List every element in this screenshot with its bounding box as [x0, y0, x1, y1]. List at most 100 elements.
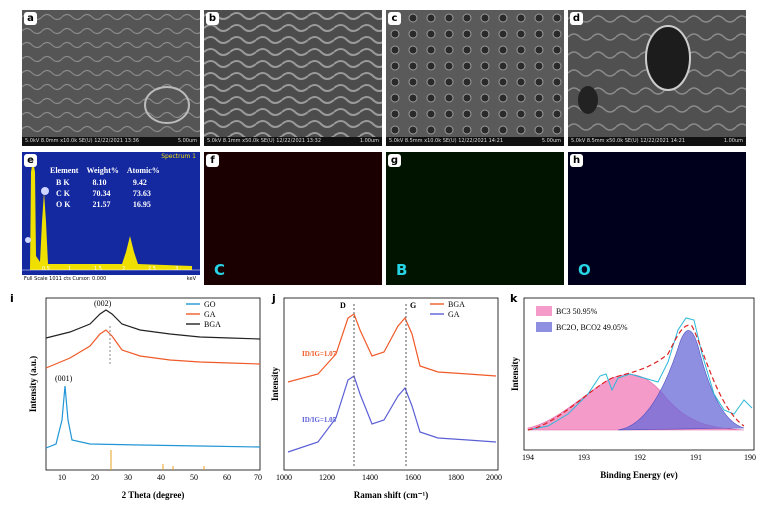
- tick-label: 3: [175, 266, 179, 272]
- panel-letter-d: d: [570, 12, 583, 25]
- sem-panel-a: a 5.0kV 8.0mm x10.0k SE(U) 12/22/2021 13…: [22, 10, 200, 146]
- legend-ga: GA: [448, 310, 460, 319]
- tick-label: 1000: [276, 473, 292, 482]
- panel-letter-h: h: [570, 154, 583, 167]
- tick-label: 1: [68, 266, 72, 272]
- sem-panel-d: d 5.0kV 8.5mm x50.0k SE(U) 12/22/2021 14…: [568, 10, 746, 146]
- series-line-bga: [287, 313, 497, 383]
- table-row: C K 70.34 73.63: [50, 189, 160, 200]
- sem-texture: [22, 10, 200, 137]
- xps-chart: BC3 50.95% BC2O, BCO2 49.05% 194 193 192…: [510, 297, 756, 480]
- series-line-ga: [45, 329, 261, 369]
- legend-bga: BGA: [204, 320, 221, 329]
- x-ticks: 194 193 192 191 190: [522, 453, 756, 462]
- panel-letter-f: f: [206, 154, 219, 167]
- tick-label: 192: [634, 453, 646, 462]
- tick-label: 0.5: [42, 266, 50, 272]
- tick-label: 60: [223, 473, 231, 482]
- y-axis-label: Intensity: [510, 357, 520, 392]
- tick-label: 194: [522, 453, 534, 462]
- table-header: Element: [50, 166, 79, 175]
- panel-letter-a: a: [24, 12, 37, 25]
- legend: BC3 50.95% BC2O, BCO2 49.05%: [536, 306, 628, 332]
- table-cell: 73.63: [132, 189, 151, 198]
- map-panel-g: g B: [386, 152, 564, 285]
- eds-footer-right: keV: [186, 276, 196, 282]
- legend: GO GA BGA: [186, 300, 221, 329]
- spectrum-label: Spectrum 1: [161, 153, 196, 160]
- series-line-ga: [287, 375, 497, 453]
- fit-curve: [527, 324, 745, 431]
- plot-frame: [523, 297, 755, 451]
- plot-frame: [45, 297, 261, 471]
- tick-label: 191: [690, 453, 702, 462]
- y-axis-label: Intensity (a.u.): [28, 356, 38, 412]
- plot-frame: [283, 297, 499, 471]
- element-label-b: B: [396, 261, 408, 279]
- legend-go: GO: [204, 300, 216, 309]
- tick-label: 70: [254, 473, 262, 482]
- map-panel-f: f C: [204, 152, 382, 285]
- table-row: Element Weight% Atomic%: [50, 166, 160, 178]
- raman-chart: D G ID/IG=1.07 ID/IG=1.05 BGA GA 1000 12…: [270, 297, 502, 500]
- legend-bga: BGA: [448, 300, 465, 309]
- xrd-chart: (002) (001) GO GA BGA 10 20 30 40 50 60 …: [28, 297, 262, 500]
- map-panel-h: h O: [568, 152, 746, 285]
- peak-bc2o: [617, 330, 745, 431]
- sem-info-bar: 5.0kV 8.1mm x50.0k SE(U) 12/22/2021 13:3…: [204, 137, 382, 146]
- panel-letter-i: i: [10, 292, 14, 305]
- table-cell: 8.10: [92, 178, 107, 187]
- series-line-go: [45, 385, 261, 449]
- tick-label: 40: [157, 473, 165, 482]
- table-header: Atomic%: [126, 166, 160, 175]
- tick-label: 193: [578, 453, 590, 462]
- table-cell: 70.34: [92, 189, 111, 198]
- tick-label: 2.5: [148, 266, 156, 272]
- eds-ticks: 0.5 1 1.5 2 2.5 3: [22, 266, 200, 274]
- g-band-label: G: [410, 301, 416, 310]
- sem-info-bar: 5.0kV 8.0mm x10.0k SE(U) 12/22/2021 13:3…: [22, 137, 200, 146]
- sem-info-bar: 5.0kV 8.5mm x50.0k SE(U) 12/22/2021 14:2…: [568, 137, 746, 146]
- table-cell: O K: [56, 200, 71, 209]
- eds-panel-e: e Spectrum 1 Element Weight% Atomic% B K…: [22, 152, 200, 285]
- eds-table: Element Weight% Atomic% B K 8.10 9.42 C …: [50, 166, 160, 211]
- panel-letter-k: k: [510, 292, 518, 305]
- sem-texture: [386, 10, 564, 137]
- panel-letter-c: c: [388, 12, 401, 25]
- table-cell: 21.57: [92, 200, 111, 209]
- legend-bc3: BC3 50.95%: [556, 307, 598, 316]
- tick-label: 1.5: [94, 266, 102, 272]
- series-line-bga: [45, 309, 261, 340]
- tick-label: 30: [124, 473, 132, 482]
- ratio-ga: ID/IG=1.05: [302, 416, 337, 424]
- tick-label: 1200: [319, 473, 335, 482]
- annotation-002: (002): [94, 299, 112, 308]
- x-axis-label: 2 Theta (degree): [122, 490, 185, 500]
- tick-label: 1800: [448, 473, 464, 482]
- y-axis-label: Intensity: [270, 367, 280, 402]
- legend-bc2o: BC2O, BCO2 49.05%: [556, 323, 628, 332]
- d-band-label: D: [340, 301, 346, 310]
- legend: BGA GA: [430, 300, 465, 319]
- tick-label: 20: [91, 473, 99, 482]
- x-axis-label: Binding Energy (ev): [600, 470, 678, 480]
- tick-label: 1400: [362, 473, 378, 482]
- data-curve: [527, 317, 753, 431]
- table-cell: B K: [56, 178, 70, 187]
- annotation-001: (001): [55, 374, 73, 383]
- table-header: Weight%: [86, 166, 119, 175]
- panel-letter-e: e: [24, 154, 37, 167]
- table-row: O K 21.57 16.95: [50, 200, 160, 211]
- tick-label: 50: [190, 473, 198, 482]
- legend-ga: GA: [204, 310, 216, 319]
- tick-label: 10: [58, 473, 66, 482]
- sem-panel-b: b 5.0kV 8.1mm x50.0k SE(U) 12/22/2021 13…: [204, 10, 382, 146]
- tick-label: 190: [744, 453, 756, 462]
- eds-footer-left: Full Scale 1011 cts Cursor: 0.000: [24, 276, 107, 282]
- sem-texture: [204, 10, 382, 137]
- tick-label: 2: [122, 266, 126, 272]
- tick-label: 1600: [405, 473, 421, 482]
- panel-letter-b: b: [206, 12, 219, 25]
- x-axis-label: Raman shift (cm⁻¹): [354, 490, 428, 500]
- panel-letter-g: g: [388, 154, 401, 167]
